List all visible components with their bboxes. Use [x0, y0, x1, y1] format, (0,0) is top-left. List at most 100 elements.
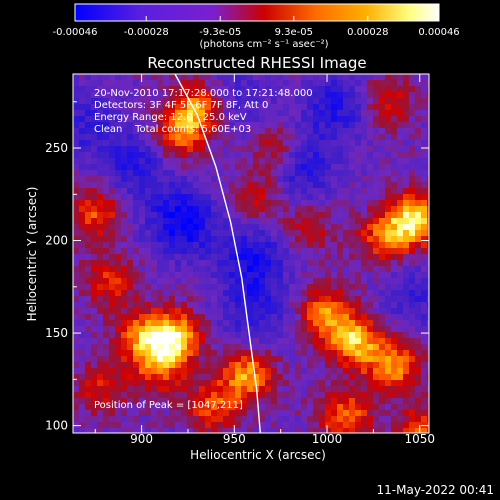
heatmap-cell: [301, 212, 307, 218]
heatmap-cell: [301, 344, 307, 350]
heatmap-cell: [103, 404, 109, 410]
heatmap-cell: [391, 422, 397, 428]
heatmap-cell: [385, 242, 391, 248]
heatmap-cell: [271, 362, 277, 368]
heatmap-cell: [133, 110, 139, 116]
heatmap-cell: [355, 206, 361, 212]
heatmap-cell: [247, 350, 253, 356]
heatmap-cell: [301, 296, 307, 302]
heatmap-cell: [91, 134, 97, 140]
heatmap-cell: [163, 392, 169, 398]
heatmap-cell: [193, 122, 199, 128]
heatmap-cell: [319, 392, 325, 398]
heatmap-cell: [127, 386, 133, 392]
heatmap-cell: [157, 332, 163, 338]
heatmap-cell: [229, 266, 235, 272]
heatmap-cell: [301, 398, 307, 404]
heatmap-cell: [175, 122, 181, 128]
heatmap-cell: [343, 152, 349, 158]
heatmap-cell: [163, 386, 169, 392]
heatmap-cell: [379, 140, 385, 146]
heatmap-cell: [259, 404, 265, 410]
heatmap-cell: [379, 134, 385, 140]
heatmap-cell: [259, 152, 265, 158]
heatmap-cell: [205, 74, 211, 80]
heatmap-cell: [211, 356, 217, 362]
heatmap-cell: [91, 362, 97, 368]
heatmap-cell: [391, 86, 397, 92]
heatmap-cell: [97, 224, 103, 230]
heatmap-cell: [247, 170, 253, 176]
heatmap-cell: [73, 212, 79, 218]
heatmap-cell: [373, 320, 379, 326]
heatmap-cell: [385, 176, 391, 182]
heatmap-cell: [277, 98, 283, 104]
heatmap-cell: [139, 344, 145, 350]
heatmap-cell: [133, 314, 139, 320]
heatmap-cell: [229, 86, 235, 92]
heatmap-cell: [127, 146, 133, 152]
heatmap-cell: [307, 98, 313, 104]
heatmap-cell: [307, 428, 313, 433]
heatmap-cell: [235, 308, 241, 314]
heatmap-cell: [223, 380, 229, 386]
heatmap-cell: [73, 122, 79, 128]
heatmap-cell: [265, 218, 271, 224]
heatmap-cell: [169, 278, 175, 284]
heatmap-cell: [403, 92, 409, 98]
heatmap-cell: [163, 320, 169, 326]
heatmap-cell: [301, 332, 307, 338]
heatmap-cell: [241, 344, 247, 350]
heatmap-cell: [361, 392, 367, 398]
heatmap-cell: [127, 80, 133, 86]
heatmap-cell: [205, 86, 211, 92]
heatmap-cell: [121, 74, 127, 80]
heatmap-cell: [193, 374, 199, 380]
heatmap-cell: [349, 236, 355, 242]
heatmap-cell: [253, 146, 259, 152]
heatmap-cell: [241, 398, 247, 404]
heatmap-cell: [289, 308, 295, 314]
heatmap-cell: [313, 374, 319, 380]
heatmap-cell: [337, 248, 343, 254]
heatmap-cell: [109, 182, 115, 188]
heatmap-cell: [259, 248, 265, 254]
heatmap-cell: [151, 206, 157, 212]
heatmap-cell: [313, 410, 319, 416]
heatmap-cell: [229, 236, 235, 242]
heatmap-cell: [157, 146, 163, 152]
heatmap-cell: [115, 278, 121, 284]
heatmap-cell: [139, 242, 145, 248]
heatmap-cell: [265, 158, 271, 164]
heatmap-cell: [373, 134, 379, 140]
heatmap-cell: [175, 206, 181, 212]
heatmap-cell: [223, 134, 229, 140]
heatmap-cell: [259, 104, 265, 110]
heatmap-cell: [277, 422, 283, 428]
heatmap-cell: [157, 278, 163, 284]
heatmap-cell: [319, 308, 325, 314]
heatmap-cell: [91, 128, 97, 134]
heatmap-cell: [157, 266, 163, 272]
heatmap-cell: [301, 236, 307, 242]
heatmap-cell: [355, 212, 361, 218]
heatmap-cell: [115, 326, 121, 332]
heatmap-cell: [259, 164, 265, 170]
heatmap-cell: [163, 404, 169, 410]
heatmap-cell: [379, 272, 385, 278]
heatmap-cell: [85, 218, 91, 224]
heatmap-cell: [319, 386, 325, 392]
heatmap-cell: [271, 116, 277, 122]
heatmap-cell: [193, 410, 199, 416]
heatmap-cell: [109, 398, 115, 404]
heatmap-cell: [127, 116, 133, 122]
heatmap-cell: [277, 116, 283, 122]
heatmap-cell: [421, 80, 427, 86]
heatmap-cell: [307, 422, 313, 428]
heatmap-cell: [115, 314, 121, 320]
heatmap-cell: [235, 206, 241, 212]
heatmap-cell: [151, 236, 157, 242]
heatmap-cell: [241, 260, 247, 266]
heatmap-cell: [211, 344, 217, 350]
heatmap-cell: [343, 140, 349, 146]
